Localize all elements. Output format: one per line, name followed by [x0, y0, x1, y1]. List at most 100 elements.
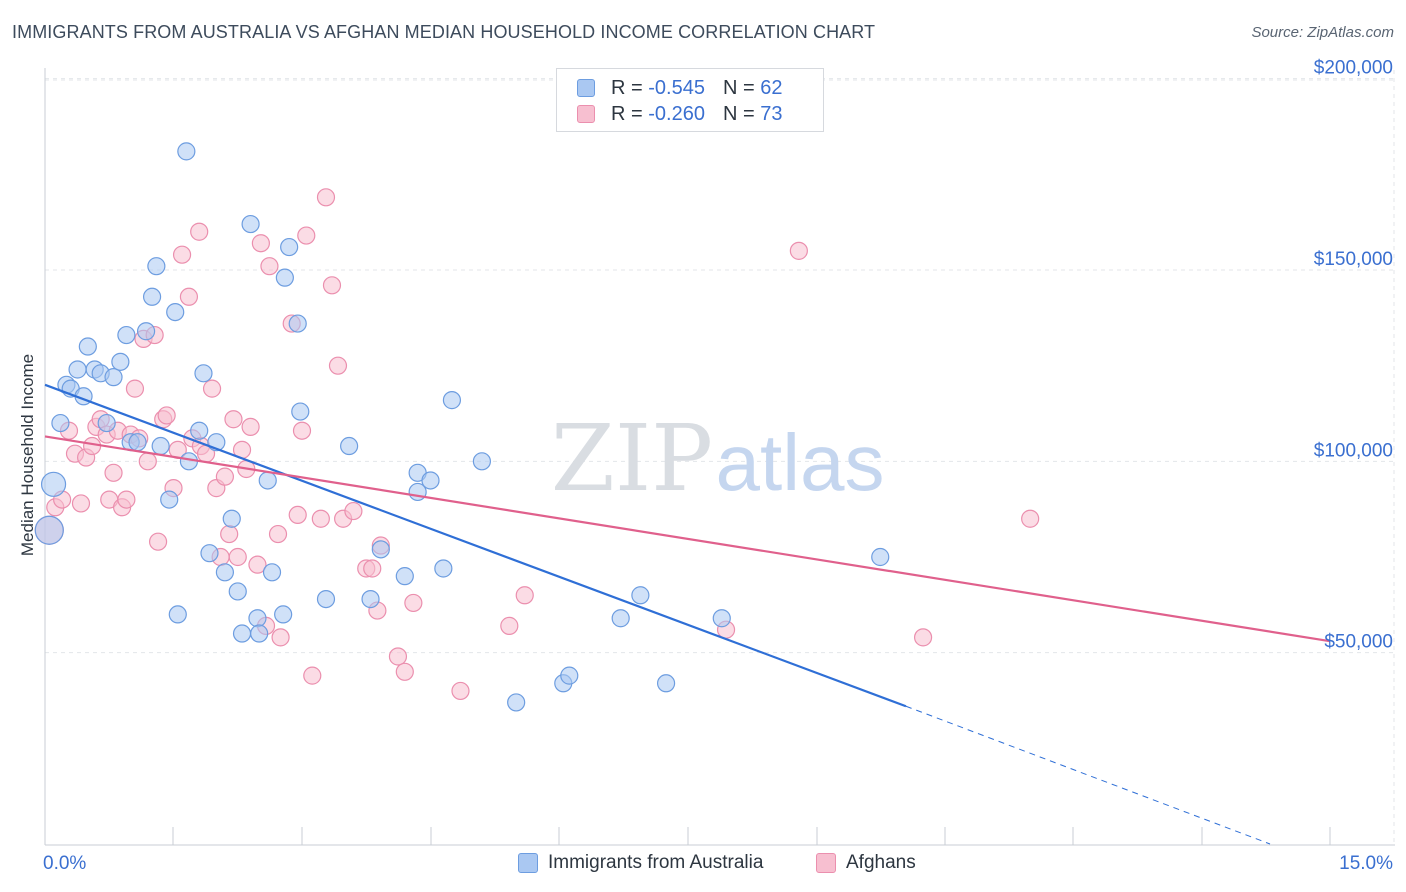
axis-labels: $50,000 $100,000 $150,000 $200,000 0.0% 15.0% — [43, 58, 1393, 874]
australia-point — [200, 544, 219, 563]
australia-point — [222, 509, 241, 528]
australia-point — [507, 693, 526, 712]
afghans-point — [271, 628, 290, 647]
chart-title: IMMIGRANTS FROM AUSTRALIA VS AFGHAN MEDI… — [12, 22, 876, 42]
australia-point — [104, 368, 123, 387]
legend-swatch-pink — [577, 105, 595, 123]
afghans-trend-line — [44, 435, 1331, 643]
afghans-point — [202, 379, 222, 398]
bottom-swatch-blue — [518, 853, 538, 873]
australia-point — [560, 666, 579, 685]
afghans-point — [228, 547, 247, 567]
y-tick-label: $150,000 — [1314, 249, 1393, 270]
legend-n-value: 73 — [760, 102, 783, 125]
afghans-point — [148, 532, 168, 551]
afghans-point — [260, 257, 279, 276]
australia-point — [40, 471, 67, 497]
afghans-point — [515, 586, 534, 605]
afghans-point — [220, 524, 239, 544]
australia-point — [656, 674, 676, 693]
australia-point — [371, 540, 390, 559]
australia-point — [215, 563, 234, 582]
afghans-point — [1021, 509, 1040, 528]
afghans-point — [913, 628, 933, 647]
afghans-point — [297, 226, 316, 245]
correlation-legend: R = -0.545 N = 62 R = -0.260 N = 73 — [556, 68, 824, 132]
australia-point — [262, 563, 282, 582]
afghans-point — [224, 410, 243, 429]
australia-point — [472, 452, 491, 471]
afghans-point — [500, 616, 519, 635]
australia-point — [258, 471, 277, 490]
afghans-point — [303, 666, 322, 685]
legend-n-value: 62 — [760, 76, 783, 99]
y-tick-label: $100,000 — [1314, 440, 1393, 461]
y-axis-label: Median Household Income — [18, 353, 37, 557]
afghans-point — [344, 501, 363, 521]
australia-point — [97, 413, 116, 433]
afghans-point — [404, 593, 423, 613]
australia-trend-line — [44, 383, 907, 708]
afghans-point — [316, 188, 336, 207]
afghans-point — [251, 234, 270, 253]
watermark-zip: ZIP — [551, 405, 713, 512]
australia-point — [611, 609, 630, 628]
australia-point — [274, 605, 293, 624]
australia-point — [136, 322, 156, 341]
bottom-legend-label: Afghans — [846, 852, 916, 873]
australia-trend-extension — [905, 705, 1271, 845]
australia-point — [280, 237, 299, 257]
afghans-point — [179, 287, 199, 306]
australia-point — [68, 360, 87, 379]
legend-swatch-blue — [577, 79, 595, 97]
australia-point — [177, 142, 196, 161]
legend-r-label: R = — [611, 76, 643, 99]
axis-layer — [44, 68, 1395, 846]
afghans-point — [190, 222, 209, 241]
legend-row-afghans: R = -0.260 N = 73 — [577, 102, 782, 126]
afghans-point — [328, 356, 348, 375]
bottom-legend-afghans[interactable]: Afghans — [816, 852, 916, 874]
australia-point — [160, 490, 179, 509]
australia-point — [142, 287, 162, 306]
australia-point — [250, 624, 269, 643]
legend-row-australia: R = -0.545 N = 62 — [577, 76, 782, 100]
source-label: Source: ZipAtlas.com — [1251, 24, 1394, 41]
afghans-point — [363, 559, 382, 578]
legend-r-value: -0.260 — [648, 102, 705, 125]
australia-point — [442, 391, 462, 410]
australia-point — [166, 302, 185, 322]
afghans-points — [34, 188, 1040, 701]
afghans-point — [395, 662, 414, 681]
australia-point — [421, 471, 440, 490]
australia-point — [241, 214, 260, 234]
australia-point — [190, 421, 209, 440]
afghans-point — [104, 463, 123, 482]
afghans-point — [125, 379, 145, 398]
legend-r-label: R = — [611, 102, 643, 125]
bottom-legend-australia[interactable]: Immigrants from Australia — [518, 852, 763, 874]
x-tick-label-min: 0.0% — [43, 853, 86, 874]
afghans-point — [322, 276, 342, 295]
trend-lines — [44, 383, 1331, 845]
australia-point — [871, 547, 890, 567]
afghans-point — [138, 452, 157, 471]
y-tick-label: $200,000 — [1314, 58, 1393, 79]
y-tick-label: $50,000 — [1324, 632, 1393, 653]
x-tick-label-max: 15.0% — [1339, 853, 1393, 874]
australia-point — [51, 413, 70, 433]
australia-point — [316, 589, 336, 609]
afghans-point — [789, 241, 808, 260]
afghans-point — [388, 647, 408, 666]
australia-point — [34, 515, 64, 545]
legend-n-label: N = — [722, 102, 755, 125]
australia-point — [147, 257, 166, 276]
australia-points — [34, 142, 890, 712]
legend-r-value: -0.545 — [648, 76, 705, 99]
australia-point — [232, 624, 252, 643]
australia-point — [631, 586, 650, 605]
australia-point — [291, 402, 310, 421]
bottom-swatch-pink — [816, 853, 836, 873]
afghans-point — [117, 490, 136, 509]
australia-point — [434, 559, 453, 578]
